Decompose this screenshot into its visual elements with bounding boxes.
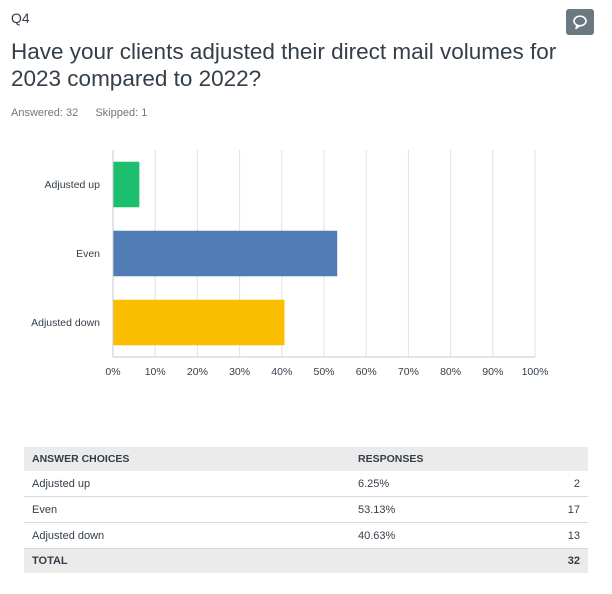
x-tick-label: 20% (187, 366, 208, 378)
x-tick-label: 90% (482, 366, 503, 378)
row-choice: Adjusted up (24, 471, 350, 497)
row-percent: 40.63% (350, 522, 512, 549)
x-tick-label: 50% (313, 366, 334, 378)
category-label: Even (76, 248, 100, 260)
skipped-count: Skipped: 1 (95, 107, 148, 119)
header-responses: RESPONSES (350, 447, 512, 471)
table-row: Adjusted down 40.63% 13 (24, 522, 588, 549)
question-number: Q4 (11, 10, 30, 26)
comment-button[interactable] (566, 9, 594, 35)
header-count (512, 447, 588, 471)
total-count: 32 (512, 548, 588, 573)
bar-chart: Adjusted up Even Adjusted down 0% 10% 20% 30% 4… (31, 150, 549, 378)
answered-count: Answered: 32 (11, 107, 79, 119)
row-choice: Even (24, 496, 350, 523)
x-tick-label: 0% (105, 366, 120, 378)
table-total-row: TOTAL 32 (24, 548, 588, 573)
category-label: Adjusted up (45, 179, 101, 191)
x-tick-label: 30% (229, 366, 250, 378)
bar (113, 230, 338, 277)
results-table: ANSWER CHOICES RESPONSES Adjusted up 6.2… (24, 447, 588, 573)
row-percent: 6.25% (350, 471, 512, 497)
speech-bubble-icon (573, 15, 587, 30)
bar (113, 299, 285, 346)
row-choice: Adjusted down (24, 522, 350, 549)
response-meta: Answered: 32 Skipped: 1 (11, 107, 147, 119)
row-percent: 53.13% (350, 496, 512, 523)
row-count: 17 (512, 496, 588, 523)
x-tick-label: 80% (440, 366, 461, 378)
x-tick-label: 70% (398, 366, 419, 378)
question-title: Have your clients adjusted their direct … (11, 39, 557, 91)
row-count: 2 (512, 471, 588, 497)
x-tick-label: 40% (271, 366, 292, 378)
total-label: TOTAL (24, 548, 350, 573)
table-row: Even 53.13% 17 (24, 496, 588, 523)
total-spacer (350, 548, 512, 573)
x-tick-label: 60% (356, 366, 377, 378)
category-label: Adjusted down (31, 317, 100, 329)
x-tick-label: 10% (145, 366, 166, 378)
table-row: Adjusted up 6.25% 2 (24, 471, 588, 497)
x-tick-label: 100% (522, 366, 549, 378)
table-header-row: ANSWER CHOICES RESPONSES (24, 447, 588, 471)
bar (113, 161, 140, 208)
row-count: 13 (512, 522, 588, 549)
header-answer-choices: ANSWER CHOICES (24, 447, 350, 471)
